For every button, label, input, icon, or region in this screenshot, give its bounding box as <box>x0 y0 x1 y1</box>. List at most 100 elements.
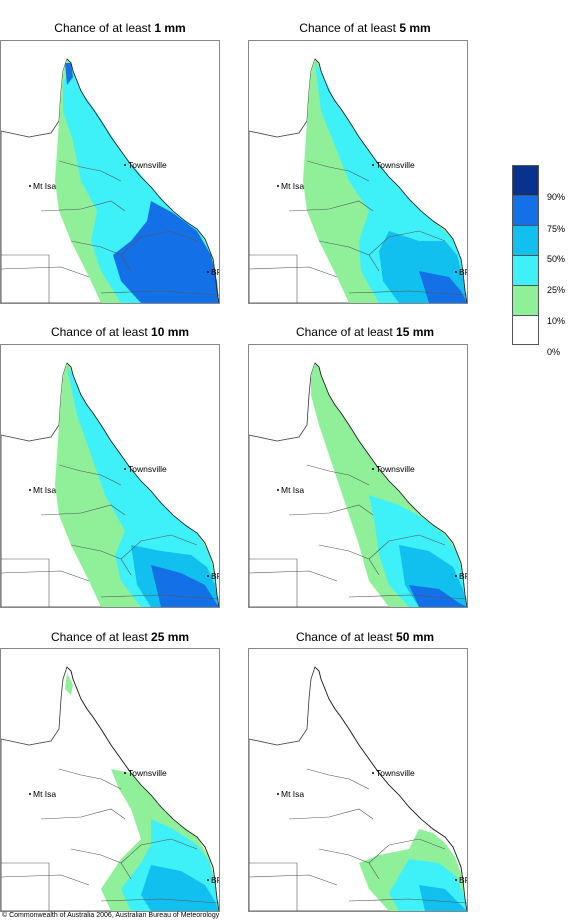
mt-isa-label: Mt Isa <box>33 181 56 191</box>
legend-label-0: 0% <box>547 347 561 357</box>
state-border <box>1 558 50 607</box>
townsville-label: Townsville <box>128 160 167 170</box>
district-boundary <box>288 504 374 516</box>
map-50mm: Townsville Mt Isa BRIS <box>248 648 468 912</box>
probability-band <box>419 271 467 303</box>
district-boundary <box>306 768 370 790</box>
district-boundary <box>249 424 308 442</box>
title-amount: 15 mm <box>396 325 435 339</box>
town-dot <box>124 772 126 774</box>
copyright-footer: © Commonwealth of Australia 2006, Austra… <box>2 912 220 919</box>
legend-label-10: 10% <box>547 316 566 326</box>
district-boundary <box>40 504 126 516</box>
town-dot <box>277 793 279 795</box>
district-boundary <box>368 838 446 864</box>
title-prefix: Chance of at least <box>54 21 155 35</box>
bris-label: BRIS <box>211 875 219 885</box>
bris-label: BRIS <box>459 267 467 277</box>
map-15mm: Townsville Mt Isa BRIS <box>248 344 468 608</box>
panel-title-50mm: Chance of at least 50 mm <box>245 630 485 644</box>
title-amount: 10 mm <box>151 325 190 339</box>
district-boundary <box>58 160 122 182</box>
district-boundary <box>249 570 338 582</box>
mt-isa-label: Mt Isa <box>281 789 304 799</box>
mt-isa-label: Mt Isa <box>281 181 304 191</box>
town-dot <box>277 489 279 491</box>
coastline <box>66 666 219 911</box>
title-prefix: Chance of at least <box>295 325 397 339</box>
coastline <box>314 58 467 303</box>
coastline <box>66 58 219 303</box>
district-boundary <box>1 570 90 582</box>
bris-label: BRIS <box>459 875 467 885</box>
panel-title-25mm: Chance of at least 25 mm <box>0 630 240 644</box>
town-dot <box>372 468 374 470</box>
district-boundary <box>288 200 374 212</box>
district-boundary <box>40 200 126 212</box>
title-amount: 25 mm <box>151 630 190 644</box>
district-boundary <box>58 768 122 790</box>
state-border <box>249 862 298 911</box>
panel-title-1mm: Chance of at least 1 mm <box>0 21 240 35</box>
townsville-label: Townsville <box>128 768 167 778</box>
district-boundary <box>249 728 308 746</box>
district-boundary <box>100 898 219 904</box>
probability-band <box>141 865 219 911</box>
town-dot <box>455 271 457 273</box>
legend-swatch-90 <box>512 165 539 195</box>
state-border <box>1 862 50 911</box>
district-boundary <box>306 464 370 486</box>
map-canvas: Townsville Mt Isa BRIS <box>249 362 467 607</box>
townsville-label: Townsville <box>376 768 415 778</box>
town-dot <box>372 772 374 774</box>
townsville-label: Townsville <box>376 464 415 474</box>
state-border <box>249 254 298 303</box>
map-canvas: Townsville Mt Isa BRIS <box>249 666 467 911</box>
district-boundary <box>306 160 370 182</box>
town-dot <box>455 575 457 577</box>
legend-label-90: 90% <box>547 192 566 202</box>
district-boundary <box>100 290 219 296</box>
coastline <box>66 362 219 607</box>
district-boundary <box>368 534 446 560</box>
district-boundary <box>348 594 467 600</box>
panel-title-10mm: Chance of at least 10 mm <box>0 325 240 339</box>
district-boundary <box>70 240 132 272</box>
district-boundary <box>1 424 60 442</box>
town-dot <box>29 793 31 795</box>
title-amount: 5 mm <box>399 21 431 35</box>
bris-label: BRIS <box>459 571 467 581</box>
district-boundary <box>100 594 219 600</box>
map-canvas: Townsville Mt Isa BRIS <box>1 58 219 303</box>
title-prefix: Chance of at least <box>50 325 152 339</box>
state-border <box>249 558 298 607</box>
district-boundary <box>348 898 467 904</box>
town-dot <box>372 164 374 166</box>
title-prefix: Chance of at least <box>50 630 152 644</box>
legend-swatch-25 <box>512 255 539 285</box>
map-canvas: Townsville Mt Isa BRIS <box>1 362 219 607</box>
mt-isa-label: Mt Isa <box>33 789 56 799</box>
legend-swatch-0 <box>512 315 539 345</box>
district-boundary <box>40 808 126 820</box>
panel-title-15mm: Chance of at least 15 mm <box>245 325 485 339</box>
town-dot <box>29 489 31 491</box>
town-dot <box>207 271 209 273</box>
district-boundary <box>58 464 122 486</box>
district-boundary <box>348 290 467 296</box>
map-canvas: Townsville Mt Isa BRIS <box>1 666 219 911</box>
legend-swatch-75 <box>512 195 539 225</box>
probability-band <box>67 367 219 607</box>
legend <box>512 165 540 345</box>
coastline <box>314 362 467 607</box>
legend-label-25: 25% <box>547 285 566 295</box>
map-1mm: Townsville Mt Isa BRIS <box>0 40 220 304</box>
district-boundary <box>120 534 198 560</box>
town-dot <box>455 879 457 881</box>
district-boundary <box>70 848 132 880</box>
mt-isa-label: Mt Isa <box>281 485 304 495</box>
legend-swatch-50 <box>512 225 539 255</box>
town-dot <box>207 575 209 577</box>
title-amount: 1 mm <box>154 21 186 35</box>
town-dot <box>207 879 209 881</box>
